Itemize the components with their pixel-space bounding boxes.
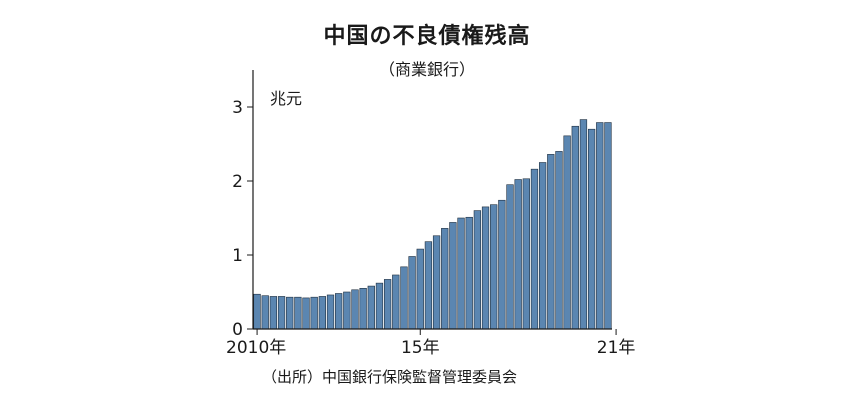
unit-label: 兆元 — [270, 89, 302, 108]
bar — [596, 122, 604, 330]
bar — [571, 125, 579, 330]
bar — [457, 217, 465, 330]
x-tick-label: 15年 — [401, 338, 440, 358]
bar — [465, 216, 473, 330]
axes-group: 0 1 2 3 2010年 15年 21年 — [226, 70, 635, 358]
bar — [326, 294, 335, 330]
bar — [522, 178, 530, 330]
bar — [335, 293, 343, 330]
bar — [514, 179, 522, 330]
bar — [498, 199, 506, 330]
bar — [343, 291, 351, 330]
x-tick-label: 21年 — [597, 338, 636, 358]
bar — [563, 135, 571, 330]
bar — [375, 282, 384, 330]
bar — [277, 296, 286, 330]
bar — [310, 296, 318, 330]
bar — [530, 168, 539, 330]
bar — [318, 296, 327, 330]
bars-group — [253, 119, 612, 330]
bar — [383, 279, 392, 330]
chart-title: 中国の不良債権残高 — [323, 24, 531, 49]
bar — [432, 235, 441, 330]
bar — [587, 128, 596, 330]
bar — [367, 285, 375, 330]
bar — [555, 151, 563, 330]
bar — [424, 241, 433, 330]
bar — [294, 296, 302, 330]
bar — [538, 162, 547, 330]
bar — [351, 289, 359, 330]
bar — [449, 222, 457, 330]
bar — [302, 297, 310, 330]
bar — [441, 228, 449, 330]
bar — [261, 295, 269, 330]
y-tick-label: 0 — [232, 320, 243, 340]
bar — [506, 184, 514, 330]
bar — [253, 293, 261, 330]
bar — [604, 122, 612, 330]
source-note: （出所）中国銀行保険監督管理委員会 — [262, 368, 518, 386]
y-tick-label: 2 — [232, 172, 243, 192]
bar — [490, 204, 498, 330]
bar — [269, 296, 278, 330]
bar — [400, 266, 408, 330]
x-tick-label: 2010年 — [226, 338, 286, 358]
bar — [408, 256, 416, 330]
bar — [481, 206, 490, 330]
bar — [392, 274, 400, 330]
chart-subtitle: （商業銀行） — [378, 60, 475, 79]
bar — [473, 210, 482, 330]
bar — [359, 287, 367, 330]
bar — [286, 296, 294, 330]
bar — [547, 154, 555, 330]
y-tick-label: 3 — [232, 98, 243, 118]
bar — [416, 248, 424, 330]
y-tick-label: 1 — [232, 246, 243, 266]
bar — [579, 119, 588, 330]
